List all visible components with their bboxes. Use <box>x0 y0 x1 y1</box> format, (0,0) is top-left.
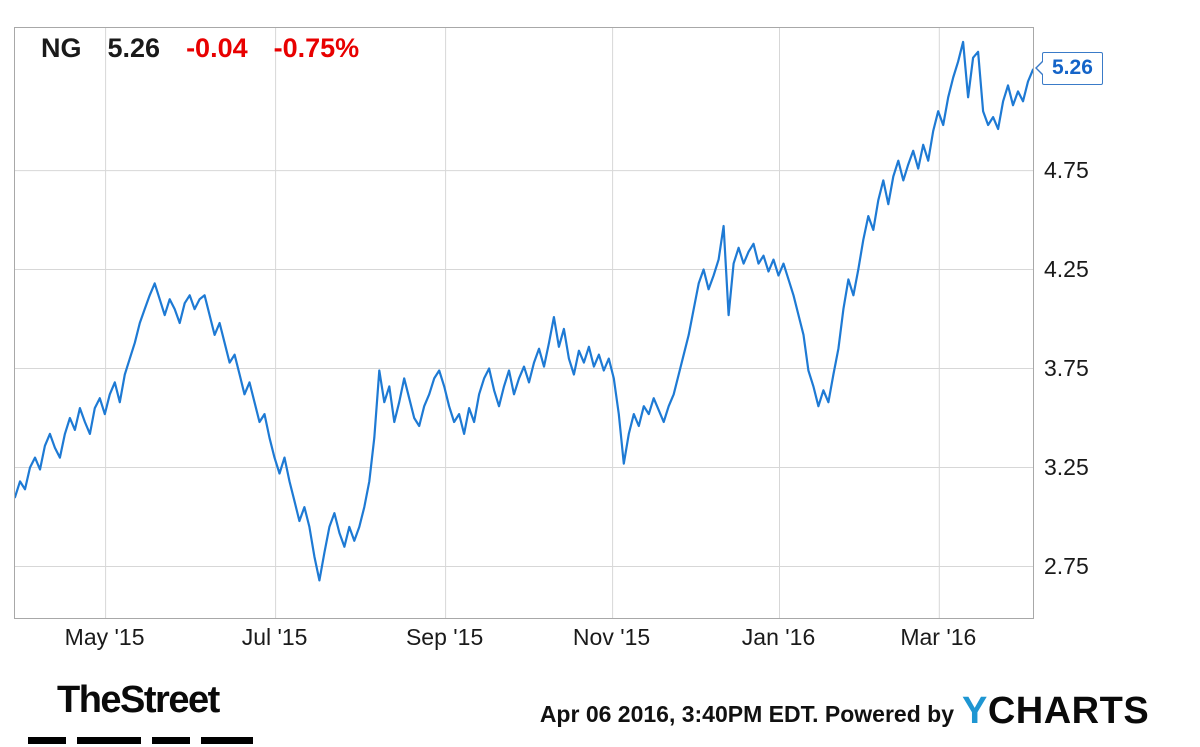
quote-price: 5.26 <box>107 33 161 63</box>
x-axis-label: Jul '15 <box>241 624 308 650</box>
chart-plot-area: NG 5.26 -0.04 -0.75% <box>14 27 1034 619</box>
underline-bar <box>77 737 141 744</box>
y-axis-label: 3.25 <box>1044 453 1089 480</box>
y-axis-label: 4.75 <box>1044 156 1089 183</box>
thestreet-underline-bars <box>28 737 253 744</box>
underline-bar <box>28 737 66 744</box>
x-axis-label: Mar '16 <box>900 624 977 650</box>
quote-change: -0.04 <box>186 33 248 63</box>
footer-attribution: Apr 06 2016, 3:40PM EDT. Powered by <box>540 701 954 728</box>
timestamp: Apr 06 2016, 3:40PM EDT. <box>539 701 819 727</box>
ycharts-logo-charts: CHARTS <box>987 690 1150 732</box>
ycharts-logo-y: Y <box>962 690 988 732</box>
quote-change-pct: -0.75% <box>273 33 360 63</box>
quote-header: NG 5.26 -0.04 -0.75% <box>41 33 359 64</box>
price-line <box>15 40 1033 582</box>
ycharts-logo: YCHARTS <box>962 690 1149 733</box>
powered-by-label: Powered by <box>824 701 954 727</box>
quote-symbol: NG <box>41 33 82 63</box>
x-axis-label: Jan '16 <box>741 624 816 650</box>
x-axis-label: Sep '15 <box>405 624 484 650</box>
y-axis-label: 3.75 <box>1044 354 1089 381</box>
y-axis-label: 2.75 <box>1044 552 1089 579</box>
x-axis-label: Nov '15 <box>572 624 651 650</box>
underline-bar <box>152 737 190 744</box>
x-axis-label: May '15 <box>64 624 145 650</box>
thestreet-logo: TheStreet <box>57 679 220 721</box>
current-price-tag: 5.26 <box>1035 51 1103 85</box>
price-chart-svg <box>15 28 1033 618</box>
underline-bar <box>201 737 253 744</box>
y-axis-label: 4.25 <box>1044 255 1089 282</box>
